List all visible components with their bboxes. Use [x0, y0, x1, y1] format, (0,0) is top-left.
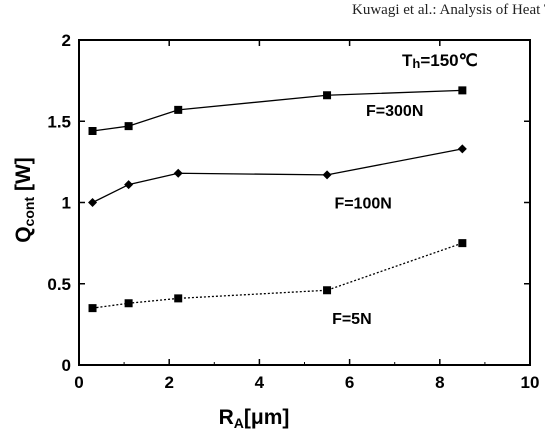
x-tick-label: 6 — [345, 373, 354, 392]
y-tick-label: 1.5 — [47, 112, 71, 131]
data-point — [124, 180, 134, 190]
x-axis-title-rest: [μm] — [244, 406, 290, 429]
y-axis-title-sub: cont — [21, 197, 37, 227]
data-point — [457, 144, 467, 154]
y-tick-label: 0.5 — [47, 275, 71, 294]
y-tick-label: 2 — [62, 31, 71, 50]
data-point — [323, 91, 332, 100]
data-point — [124, 299, 133, 308]
x-tick-label: 4 — [255, 373, 265, 392]
temperature-condition: Th=150℃ — [402, 51, 478, 71]
series-label: F=5N — [332, 311, 372, 328]
x-axis-title-sub: A — [234, 415, 244, 431]
x-tick-label: 2 — [164, 373, 173, 392]
data-point — [88, 304, 97, 313]
data-point — [458, 239, 467, 248]
y-tick-label: 1 — [62, 194, 71, 213]
y-axis-title-rest: [W] — [12, 157, 35, 197]
x-tick-label: 0 — [74, 373, 83, 392]
series-label: F=300N — [366, 103, 423, 120]
data-point — [124, 122, 133, 131]
data-point — [322, 170, 332, 180]
data-point — [323, 286, 332, 295]
x-tick-label: 10 — [521, 373, 540, 392]
condition-rest: =150℃ — [420, 51, 477, 70]
condition-main: T — [402, 51, 413, 70]
citation-header: Kuwagi et al.: Analysis of Heat T — [352, 2, 545, 18]
x-tick-label: 8 — [435, 373, 444, 392]
condition-sub: h — [412, 56, 420, 71]
series-line — [92, 148, 463, 204]
series-line — [92, 242, 463, 309]
y-axis-title: Qcont [W] — [12, 157, 37, 243]
plot-area: 0 2 4 6 8 10 0 0.5 1 1.5 2 F=300N F=100N F=5N — [47, 31, 539, 392]
y-tick-label: 0 — [62, 356, 71, 375]
x-axis-title: RA[μm] — [219, 406, 290, 431]
data-point — [174, 294, 183, 303]
data-point — [458, 86, 467, 95]
data-point — [174, 105, 183, 114]
data-point — [88, 198, 98, 207]
x-axis-title-main: R — [219, 406, 234, 429]
data-point — [173, 168, 183, 178]
series-label: F=100N — [334, 196, 391, 213]
y-axis-title-main: Q — [12, 226, 35, 242]
data-point — [88, 127, 97, 135]
